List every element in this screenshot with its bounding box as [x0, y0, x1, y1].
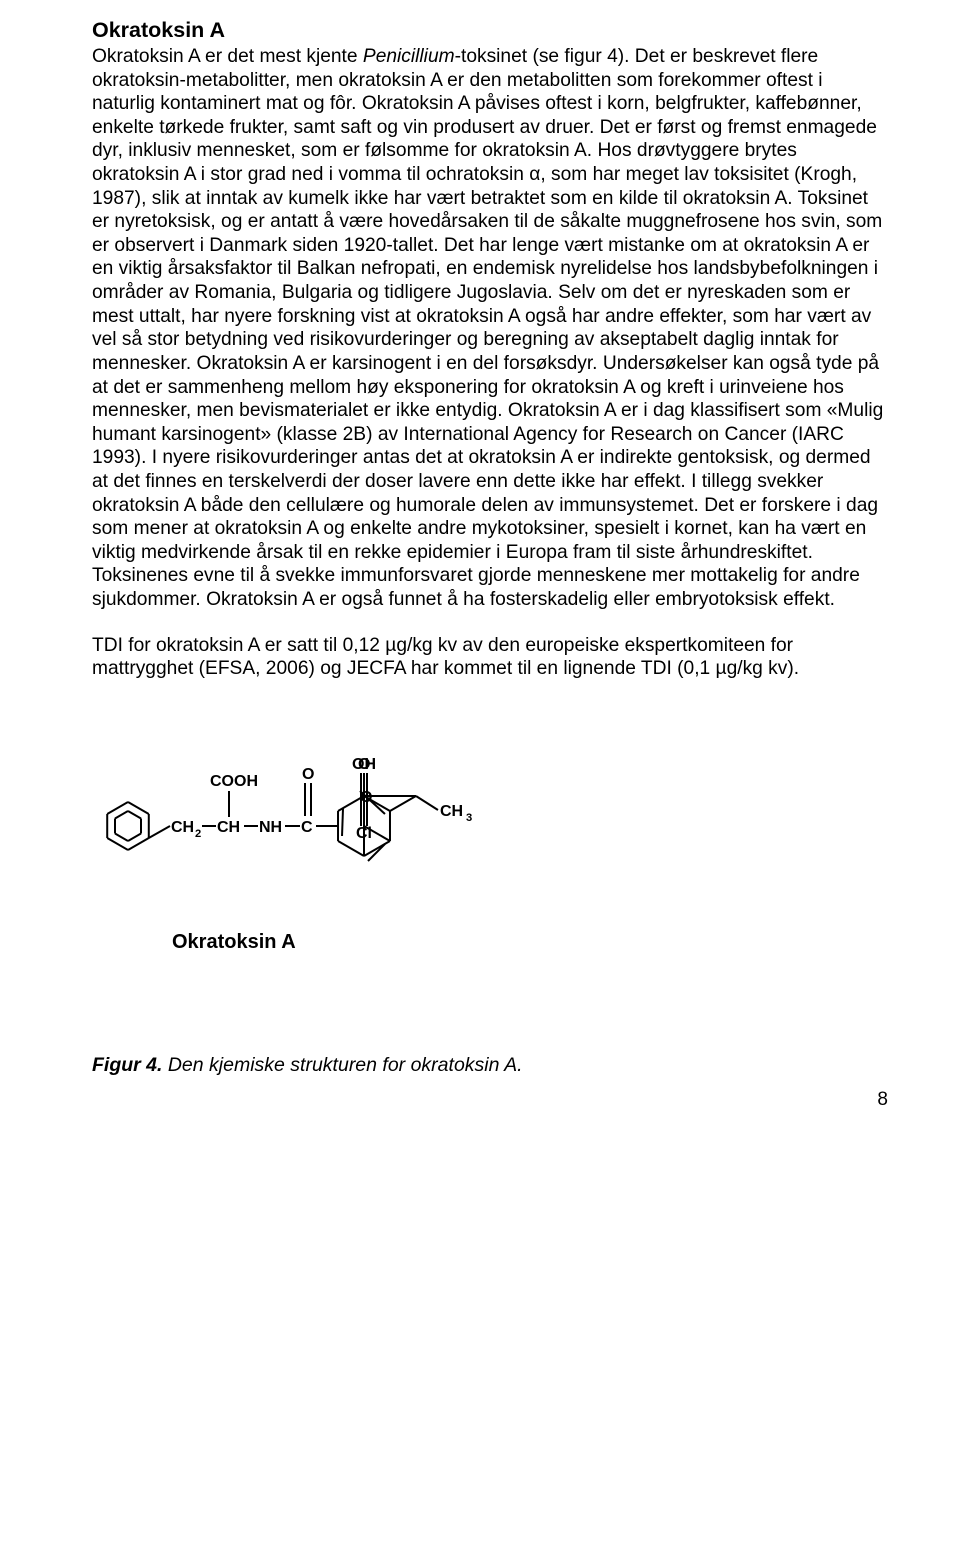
paragraph-2: TDI for okratoksin A er satt til 0,12 µg…	[92, 634, 888, 681]
svg-text:CH: CH	[171, 819, 194, 836]
svg-text:CH: CH	[217, 819, 240, 836]
p1-italic: Penicillium	[363, 46, 455, 67]
chemical-structure-diagram: CH2CHCOOHNHCOOHOOCH3Cl Okratoksin A	[98, 731, 888, 954]
svg-text:NH: NH	[259, 819, 282, 836]
figure-caption-bold: Figur 4.	[92, 1054, 162, 1076]
p1-part-a: Okratoksin A er det mest kjente	[92, 46, 363, 67]
svg-text:CH: CH	[440, 803, 463, 820]
structure-label: Okratoksin A	[172, 931, 888, 954]
figure-caption-rest: Den kjemiske strukturen for okratoksin A…	[162, 1054, 522, 1076]
svg-text:O: O	[302, 766, 314, 783]
svg-text:2: 2	[195, 828, 201, 840]
page-number: 8	[92, 1089, 888, 1111]
section-title: Okratoksin A	[92, 18, 888, 43]
paragraph-1: Okratoksin A er det mest kjente Penicill…	[92, 45, 888, 612]
p1-part-c: -toksinet (se figur 4). Det er beskrevet…	[92, 46, 883, 610]
svg-text:O: O	[360, 789, 372, 806]
svg-text:COOH: COOH	[210, 773, 258, 790]
svg-text:C: C	[301, 819, 313, 836]
structure-svg: CH2CHCOOHNHCOOHOOCH3Cl	[98, 731, 538, 921]
figure-caption: Figur 4. Den kjemiske strukturen for okr…	[92, 1054, 888, 1077]
svg-text:Cl: Cl	[356, 825, 372, 842]
svg-text:O: O	[358, 756, 370, 773]
svg-text:3: 3	[466, 812, 472, 824]
